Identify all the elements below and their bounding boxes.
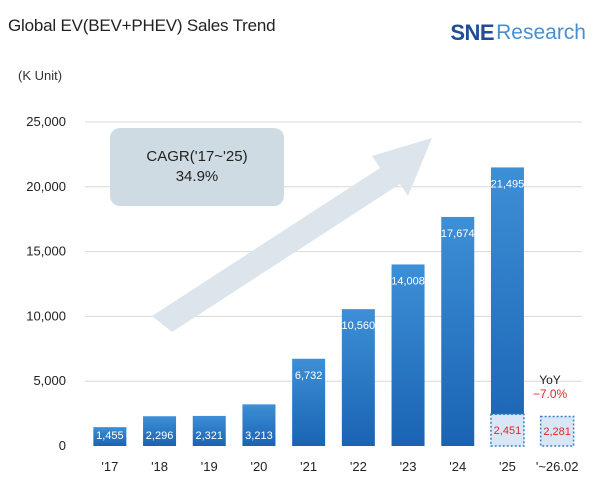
x-tick-label: '24 xyxy=(449,459,466,474)
bar xyxy=(490,167,524,446)
y-tick-label: 10,000 xyxy=(26,308,66,323)
yoy-label: YoY xyxy=(539,373,561,387)
x-axis-ticks: '17 '18 '19 '20 '21 '22 '23 '24 '25 '~26.02 xyxy=(101,459,578,474)
x-tick-label: '23 xyxy=(400,459,417,474)
logo-research: Research xyxy=(496,21,586,44)
bar xyxy=(242,404,276,446)
bar xyxy=(441,216,475,446)
growth-arrow-shape xyxy=(152,138,432,332)
ytd-boxes: 2,451 2,281 xyxy=(490,413,575,447)
y-tick-label: 5,000 xyxy=(33,373,66,388)
bar-value-label: 3,213 xyxy=(245,430,273,442)
bar-value-label: 2,296 xyxy=(146,430,174,442)
x-tick-label: '25 xyxy=(499,459,516,474)
y-tick-label: 25,000 xyxy=(26,114,66,129)
y-tick-label: 0 xyxy=(59,438,66,453)
bars: 1,455 2,296 2,321 3,213 6,732 10,560 14,008 17,… xyxy=(93,167,524,446)
cagr-label: CAGR('17~'25) xyxy=(146,148,247,165)
x-tick-label: '17 xyxy=(101,459,118,474)
ytd-box xyxy=(490,413,525,447)
x-tick-label: '22 xyxy=(350,459,367,474)
bar-value-label: 2,321 xyxy=(195,430,223,442)
x-tick-label: '20 xyxy=(250,459,267,474)
chart-title: Global EV(BEV+PHEV) Sales Trend xyxy=(8,16,276,35)
ytd-value-label: 2,451 xyxy=(494,425,522,437)
y-axis-ticks: 0 5,000 10,000 15,000 20,000 25,000 xyxy=(26,114,66,453)
logo-sne: SNE xyxy=(450,20,495,45)
cagr-box xyxy=(110,128,284,206)
growth-arrow xyxy=(152,138,432,332)
yoy-value: −7.0% xyxy=(533,387,568,401)
sne-research-logo: SNE Research xyxy=(450,20,586,46)
bar xyxy=(143,416,177,446)
bar xyxy=(192,415,226,446)
bar xyxy=(93,427,127,446)
y-tick-label: 20,000 xyxy=(26,179,66,194)
bar-value-label: 14,008 xyxy=(391,275,425,287)
cagr-annotation: CAGR('17~'25) 34.9% xyxy=(110,128,284,206)
x-tick-label: '18 xyxy=(151,459,168,474)
bar-value-label: 6,732 xyxy=(295,370,323,382)
bar-value-label: 10,560 xyxy=(342,320,376,332)
bar-value-label: 17,674 xyxy=(441,228,475,240)
x-tick-label: '19 xyxy=(201,459,218,474)
ytd-value-label: 2,281 xyxy=(543,426,571,438)
cagr-value: 34.9% xyxy=(176,168,219,185)
bar xyxy=(391,264,425,446)
ytd-box xyxy=(539,415,575,447)
bar xyxy=(292,358,326,446)
x-tick-label: '~26.02 xyxy=(536,459,579,474)
bar xyxy=(341,309,375,446)
bar-value-label: 1,455 xyxy=(96,430,124,442)
x-tick-label: '21 xyxy=(300,459,317,474)
y-tick-label: 15,000 xyxy=(26,244,66,259)
unit-label: (K Unit) xyxy=(18,68,63,83)
bar-value-label: 21,495 xyxy=(491,178,525,190)
